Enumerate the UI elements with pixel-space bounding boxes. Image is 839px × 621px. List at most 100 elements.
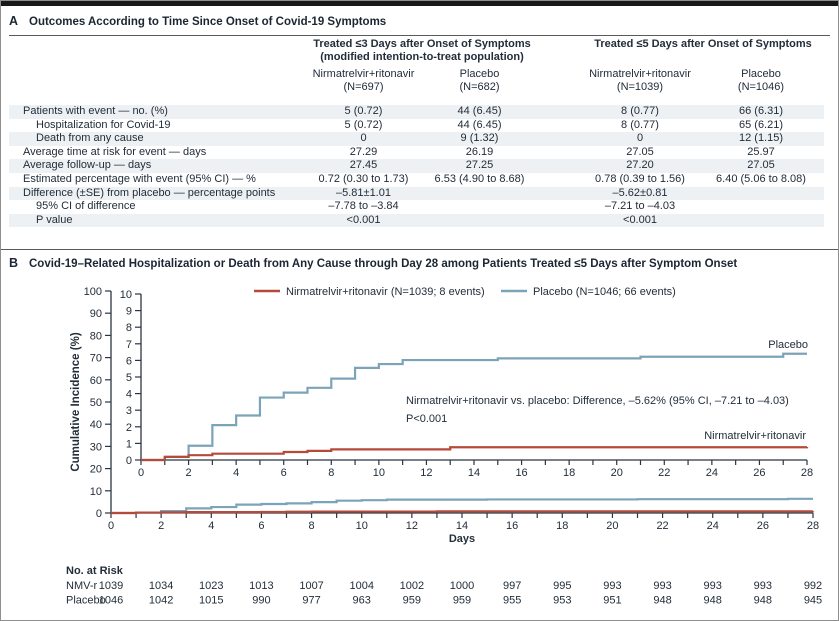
table-cell: 0.72 (0.30 to 1.73) [318, 172, 409, 185]
risk-count: 993 [603, 580, 621, 592]
main-x-tick-label: 2 [158, 520, 164, 532]
inset-x-tick-label: 18 [563, 467, 575, 479]
main-x-tick-label: 8 [309, 520, 315, 532]
inset-y-tick-label: 0 [126, 455, 132, 467]
table-cell: 26.19 [465, 145, 494, 158]
table-row: Average time at risk for event — days 27… [9, 146, 824, 160]
y-axis-title: Cumulative Incidence (%) [70, 332, 82, 471]
group2-header: Treated ≤5 Days after Onset of Symptoms [582, 38, 824, 68]
row-label: Estimated percentage with event (95% CI)… [23, 172, 256, 185]
row-label: Death from any cause [36, 132, 144, 145]
table-cell: 12 (1.15) [738, 132, 784, 145]
panel-b-label: B [9, 256, 19, 270]
inset-x-tick-label: 28 [801, 467, 813, 479]
main-x-tick-label: 0 [108, 520, 114, 532]
risk-count: 955 [503, 595, 521, 607]
risk-count: 997 [503, 580, 521, 592]
row-label: Patients with event — no. (%) [23, 105, 168, 117]
spacer-cell [538, 38, 582, 68]
inset-x-tick-label: 20 [611, 467, 623, 479]
group1-header: Treated ≤3 Days after Onset of Symptoms … [306, 38, 538, 68]
main-x-tick-label: 18 [556, 520, 568, 532]
inset-x-tick-label: 8 [328, 467, 334, 479]
spacer-cell [538, 119, 582, 133]
main-x-tick-label: 28 [807, 520, 819, 532]
col-header: Placebo (N=682) [459, 68, 500, 93]
inset-x-tick-label: 22 [658, 467, 670, 479]
panel-a-header: A Outcomes According to Time Since Onset … [9, 14, 830, 36]
risk-count: 992 [804, 580, 822, 592]
risk-count: 945 [804, 595, 822, 607]
risk-count: 1039 [99, 580, 123, 592]
inset-x-tick-label: 0 [138, 467, 144, 479]
table-cell: 0 [636, 132, 644, 145]
col-header: Placebo (N=1046) [737, 68, 785, 93]
group1-title: Treated ≤3 Days after Onset of Symptoms [313, 38, 531, 50]
legend-label-nmvr: Nirmatrelvir+ritonavir (N=1039; 8 events… [286, 286, 485, 298]
table-cell [421, 214, 538, 228]
table-cell: –5.62±0.81 [612, 186, 668, 199]
table-cell [698, 187, 824, 201]
table-row: Difference (±SE) from placebo — percenta… [9, 186, 824, 201]
inset-y-tick-label: 7 [126, 339, 132, 351]
inset-x-tick-label: 14 [468, 467, 480, 479]
main-y-tick-label: 0 [96, 508, 102, 520]
inset-x-tick-label: 16 [515, 467, 527, 479]
risk-count: 1004 [349, 580, 373, 592]
inset-x-tick-label: 6 [281, 467, 287, 479]
table-cell: 0 [360, 132, 367, 145]
difference-annotation-line1: Nirmatrelvir+ritonavir vs. placebo: Diff… [406, 395, 789, 407]
risk-count: 993 [653, 580, 671, 592]
table-cell: <0.001 [623, 213, 657, 226]
table-row: Estimated percentage with event (95% CI)… [9, 173, 824, 187]
risk-count: 1000 [450, 580, 474, 592]
col-header: Nirmatrelvir+ritonavir (N=697) [312, 68, 415, 93]
table-cell: 27.20 [626, 159, 654, 172]
difference-annotation-line2: P<0.001 [406, 413, 447, 425]
inset-x-tick-label: 24 [706, 467, 718, 479]
table-row: Hospitalization for Covid-19 5 (0.72) 44… [9, 119, 824, 133]
spacer-cell [538, 200, 582, 214]
table-cell: 65 (6.21) [738, 118, 784, 131]
risk-count: 995 [553, 580, 571, 592]
main-y-tick-label: 40 [90, 419, 102, 431]
risk-count: 993 [704, 580, 722, 592]
risk-count: 1046 [99, 595, 123, 607]
table-cell: 25.97 [747, 145, 775, 158]
table-cell: 66 (6.31) [738, 105, 784, 117]
inset-y-tick-label: 6 [126, 355, 132, 367]
risk-count: 959 [403, 595, 421, 607]
inset-y-tick-label: 4 [126, 389, 132, 401]
table-cell: –7.78 to –3.84 [328, 200, 399, 213]
empty-cell [9, 38, 306, 68]
risk-count: 951 [603, 595, 621, 607]
risk-count: 977 [302, 595, 320, 607]
risk-count: 948 [704, 595, 722, 607]
legend: Nirmatrelvir+ritonavir (N=1039; 8 events… [254, 286, 676, 298]
inset-y-tick-label: 3 [126, 405, 132, 417]
main-x-tick-label: 20 [606, 520, 618, 532]
panel-b-header: B Covid-19–Related Hospitalization or Dea… [9, 256, 830, 270]
risk-count: 1015 [199, 595, 223, 607]
table-cell [421, 187, 538, 201]
row-label: Hospitalization for Covid-19 [36, 118, 171, 131]
risk-count: 959 [453, 595, 471, 607]
spacer-cell [538, 214, 582, 228]
spacer-cell [538, 132, 582, 146]
nirmatrelvir-ritonavir-curve-inset [141, 446, 809, 462]
table-cell: <0.001 [346, 213, 381, 226]
spacer-cell [538, 173, 582, 187]
panel-b-title: Covid-19–Related Hospitalization or Deat… [29, 258, 738, 270]
main-x-tick-label: 24 [707, 520, 719, 532]
inset-y-tick-label: 8 [126, 322, 132, 334]
risk-row-label: NMV-r [66, 580, 98, 592]
inset-y-tick-label: 2 [126, 422, 132, 434]
column-header-row: Nirmatrelvir+ritonavir (N=697) Placebo (N=… [9, 68, 824, 105]
table-cell [698, 214, 824, 228]
main-x-tick-label: 14 [456, 520, 468, 532]
row-label: P value [36, 213, 73, 226]
row-label: Average time at risk for event — days [23, 145, 207, 158]
table-cell: 8 (0.77) [621, 105, 659, 117]
main-y-tick-label: 50 [90, 397, 102, 409]
